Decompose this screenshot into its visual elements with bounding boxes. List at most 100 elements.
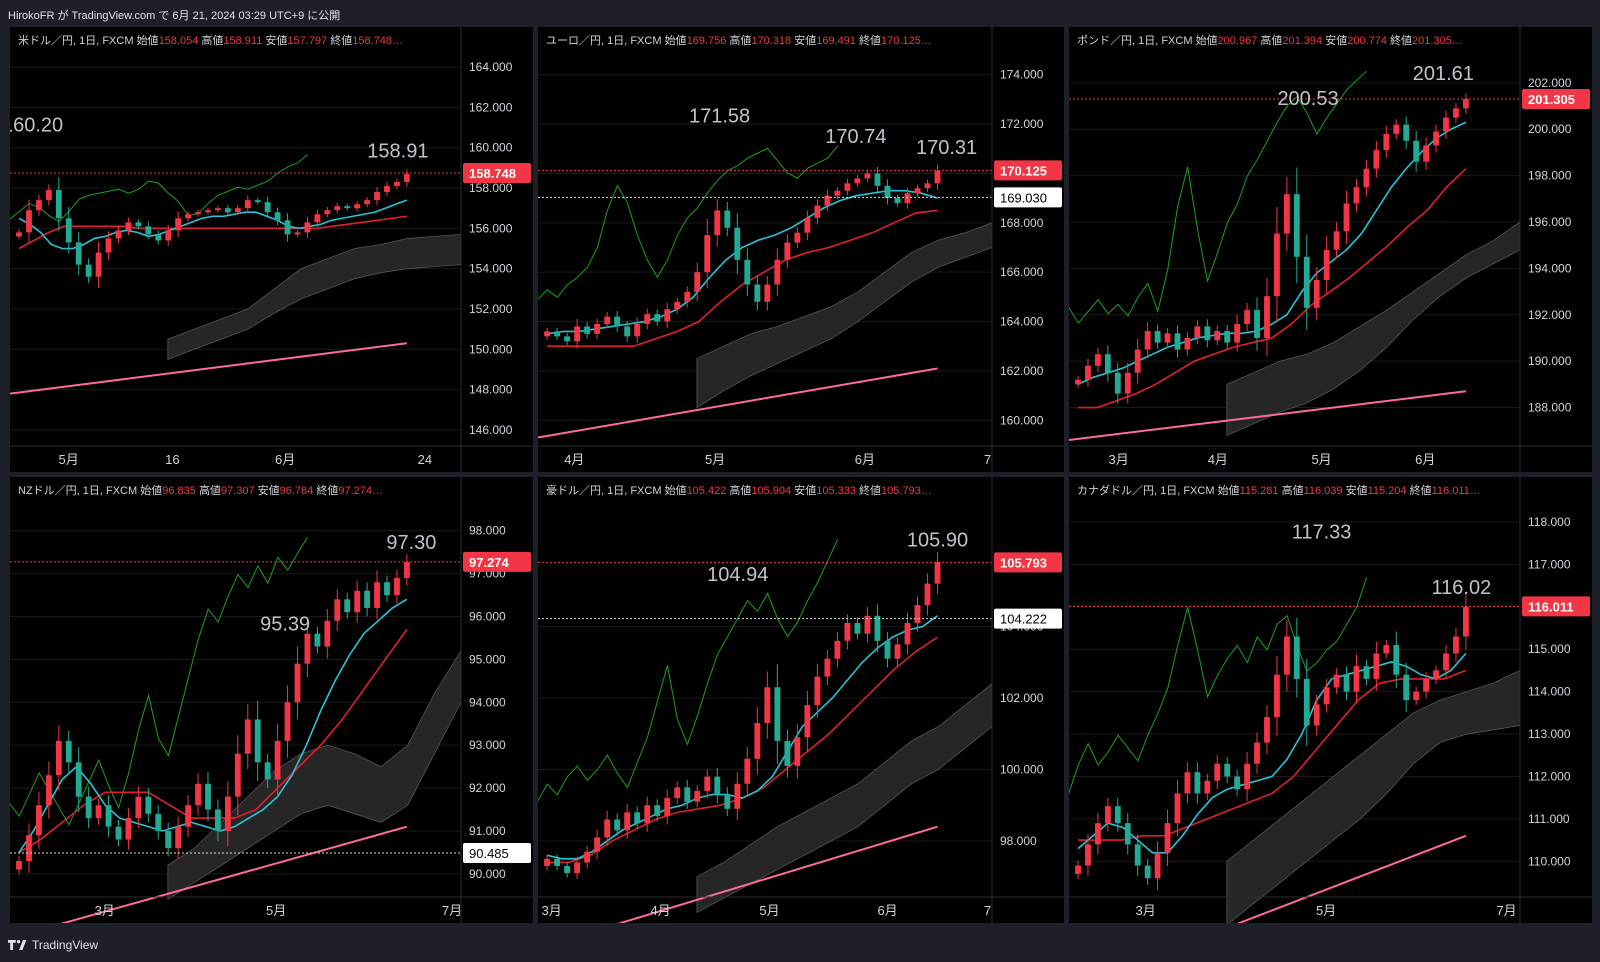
last-price-label: 105.793 (1000, 555, 1047, 570)
candle (554, 858, 561, 866)
candle (704, 776, 711, 791)
chart-panel-nzdjpy[interactable]: 95.39 97.30 NZドル／円, 1日, FXCM 始値96.835 高値97… (10, 477, 533, 923)
legend-o-label: 始値 (140, 483, 162, 497)
candle (334, 599, 341, 621)
legend-l: 200.774 (1347, 35, 1390, 47)
y-tick-label: 92.000 (469, 781, 506, 795)
tenkan-line (1077, 652, 1467, 854)
chart-panel-cadjpy[interactable]: 117.33 116.02 カナダドル／円, 1日, FXCM 始値115.281 … (1069, 477, 1592, 923)
candle (304, 222, 311, 233)
last-price-tag (994, 552, 1062, 573)
candle (254, 719, 261, 763)
candle (1095, 823, 1101, 845)
y-tick-label: 112.000 (1528, 769, 1571, 783)
candle (894, 644, 901, 659)
candle (1075, 865, 1081, 875)
candle (26, 835, 32, 861)
price-annotation: 97.30 (386, 532, 436, 554)
price-annotation: 200.53 (1277, 88, 1338, 110)
candle (1254, 742, 1260, 764)
candle (694, 272, 701, 292)
candle (774, 687, 781, 741)
candle (105, 238, 112, 253)
y-tick-label: 94.000 (469, 695, 506, 709)
candle (874, 615, 881, 641)
candle (674, 787, 681, 799)
candle (894, 198, 901, 204)
legend-c-label: 終値 (1390, 33, 1412, 47)
sma-line (10, 342, 408, 395)
price-axis (992, 27, 1064, 472)
candle (1393, 124, 1400, 134)
legend-c: 158.748… (352, 35, 403, 47)
chikou-span (10, 536, 309, 826)
candle (195, 212, 201, 215)
candle (1283, 194, 1290, 234)
candle (294, 232, 301, 235)
legend-o: 115.281 (1240, 485, 1282, 497)
candle (1462, 606, 1469, 637)
chart-panel-audjpy[interactable]: 104.94 105.90 豪ドル／円, 1日, FXCM 始値105.422 高値… (538, 477, 1064, 923)
candle (1144, 865, 1151, 879)
ohlc-legend: ユーロ／円, 1日, FXCM 始値169.756 高値170.318 安値16… (546, 33, 932, 47)
candle (234, 753, 241, 797)
tradingview-brand[interactable]: TradingView (32, 938, 99, 952)
chart-panel-eurjpy[interactable]: 171.58 170.74 170.31 ユーロ／円, 1日, FXCM 始値169.… (538, 27, 1064, 472)
legend-h-label: 高値 (729, 33, 751, 47)
candle (324, 620, 331, 647)
candle (824, 658, 831, 677)
candle (814, 676, 821, 706)
y-tick-label: 160.000 (1000, 413, 1044, 427)
price-annotation: 117.33 (1292, 521, 1352, 543)
candle (135, 796, 142, 819)
y-tick-label: 174.000 (1000, 68, 1044, 82)
candle (744, 259, 751, 285)
y-tick-label: 156.000 (469, 221, 513, 235)
last-price-tag (1522, 88, 1590, 109)
tenkan-line (1077, 121, 1467, 386)
candle (1333, 674, 1340, 688)
y-tick-label: 172.000 (1000, 117, 1044, 131)
x-tick-label: 5月 (705, 452, 725, 467)
candle (1214, 330, 1221, 341)
y-tick-label: 118.000 (1528, 515, 1571, 529)
chart-panel-usdjpy[interactable]: 160.20 158.91 米ドル／円, 1日, FXCM 始値158.054 高値… (10, 27, 533, 472)
candle (1393, 644, 1400, 675)
candle (1234, 324, 1241, 343)
price-annotation: 95.39 (260, 614, 310, 636)
candle (234, 208, 241, 213)
candle (26, 210, 32, 233)
candle (1383, 133, 1390, 151)
y-tick-label: 162.000 (1000, 364, 1044, 378)
candle (1453, 108, 1459, 118)
candle (314, 633, 321, 647)
legend-o-label: 始値 (665, 33, 687, 47)
candle (1363, 168, 1370, 188)
candle (884, 640, 891, 659)
chart-panel-gbpjpy[interactable]: 200.53 201.61 ポンド／円, 1日, FXCM 始値200.967 高値… (1069, 27, 1592, 472)
candle (175, 218, 182, 231)
footer: TradingView (0, 928, 1600, 962)
y-tick-label: 200.000 (1528, 122, 1572, 136)
candle (904, 193, 911, 204)
candle (1174, 793, 1181, 824)
legend-l: 169.491 (816, 35, 859, 47)
price-annotation: 160.20 (10, 115, 63, 137)
candle (654, 805, 661, 816)
candle (175, 826, 182, 849)
candle (264, 762, 271, 780)
tenkan-line (18, 598, 408, 853)
candle (125, 222, 132, 231)
candle (16, 860, 22, 870)
last-price-label: 116.011 (1528, 599, 1574, 614)
y-tick-label: 202.000 (1528, 76, 1572, 90)
price-annotation: 158.91 (367, 141, 428, 163)
candle (274, 740, 281, 780)
candle (1413, 691, 1420, 701)
legend-h: 116.039 (1304, 485, 1346, 497)
candle (403, 173, 410, 182)
candle (364, 590, 371, 608)
sma-line (60, 825, 408, 923)
candle (734, 783, 741, 809)
